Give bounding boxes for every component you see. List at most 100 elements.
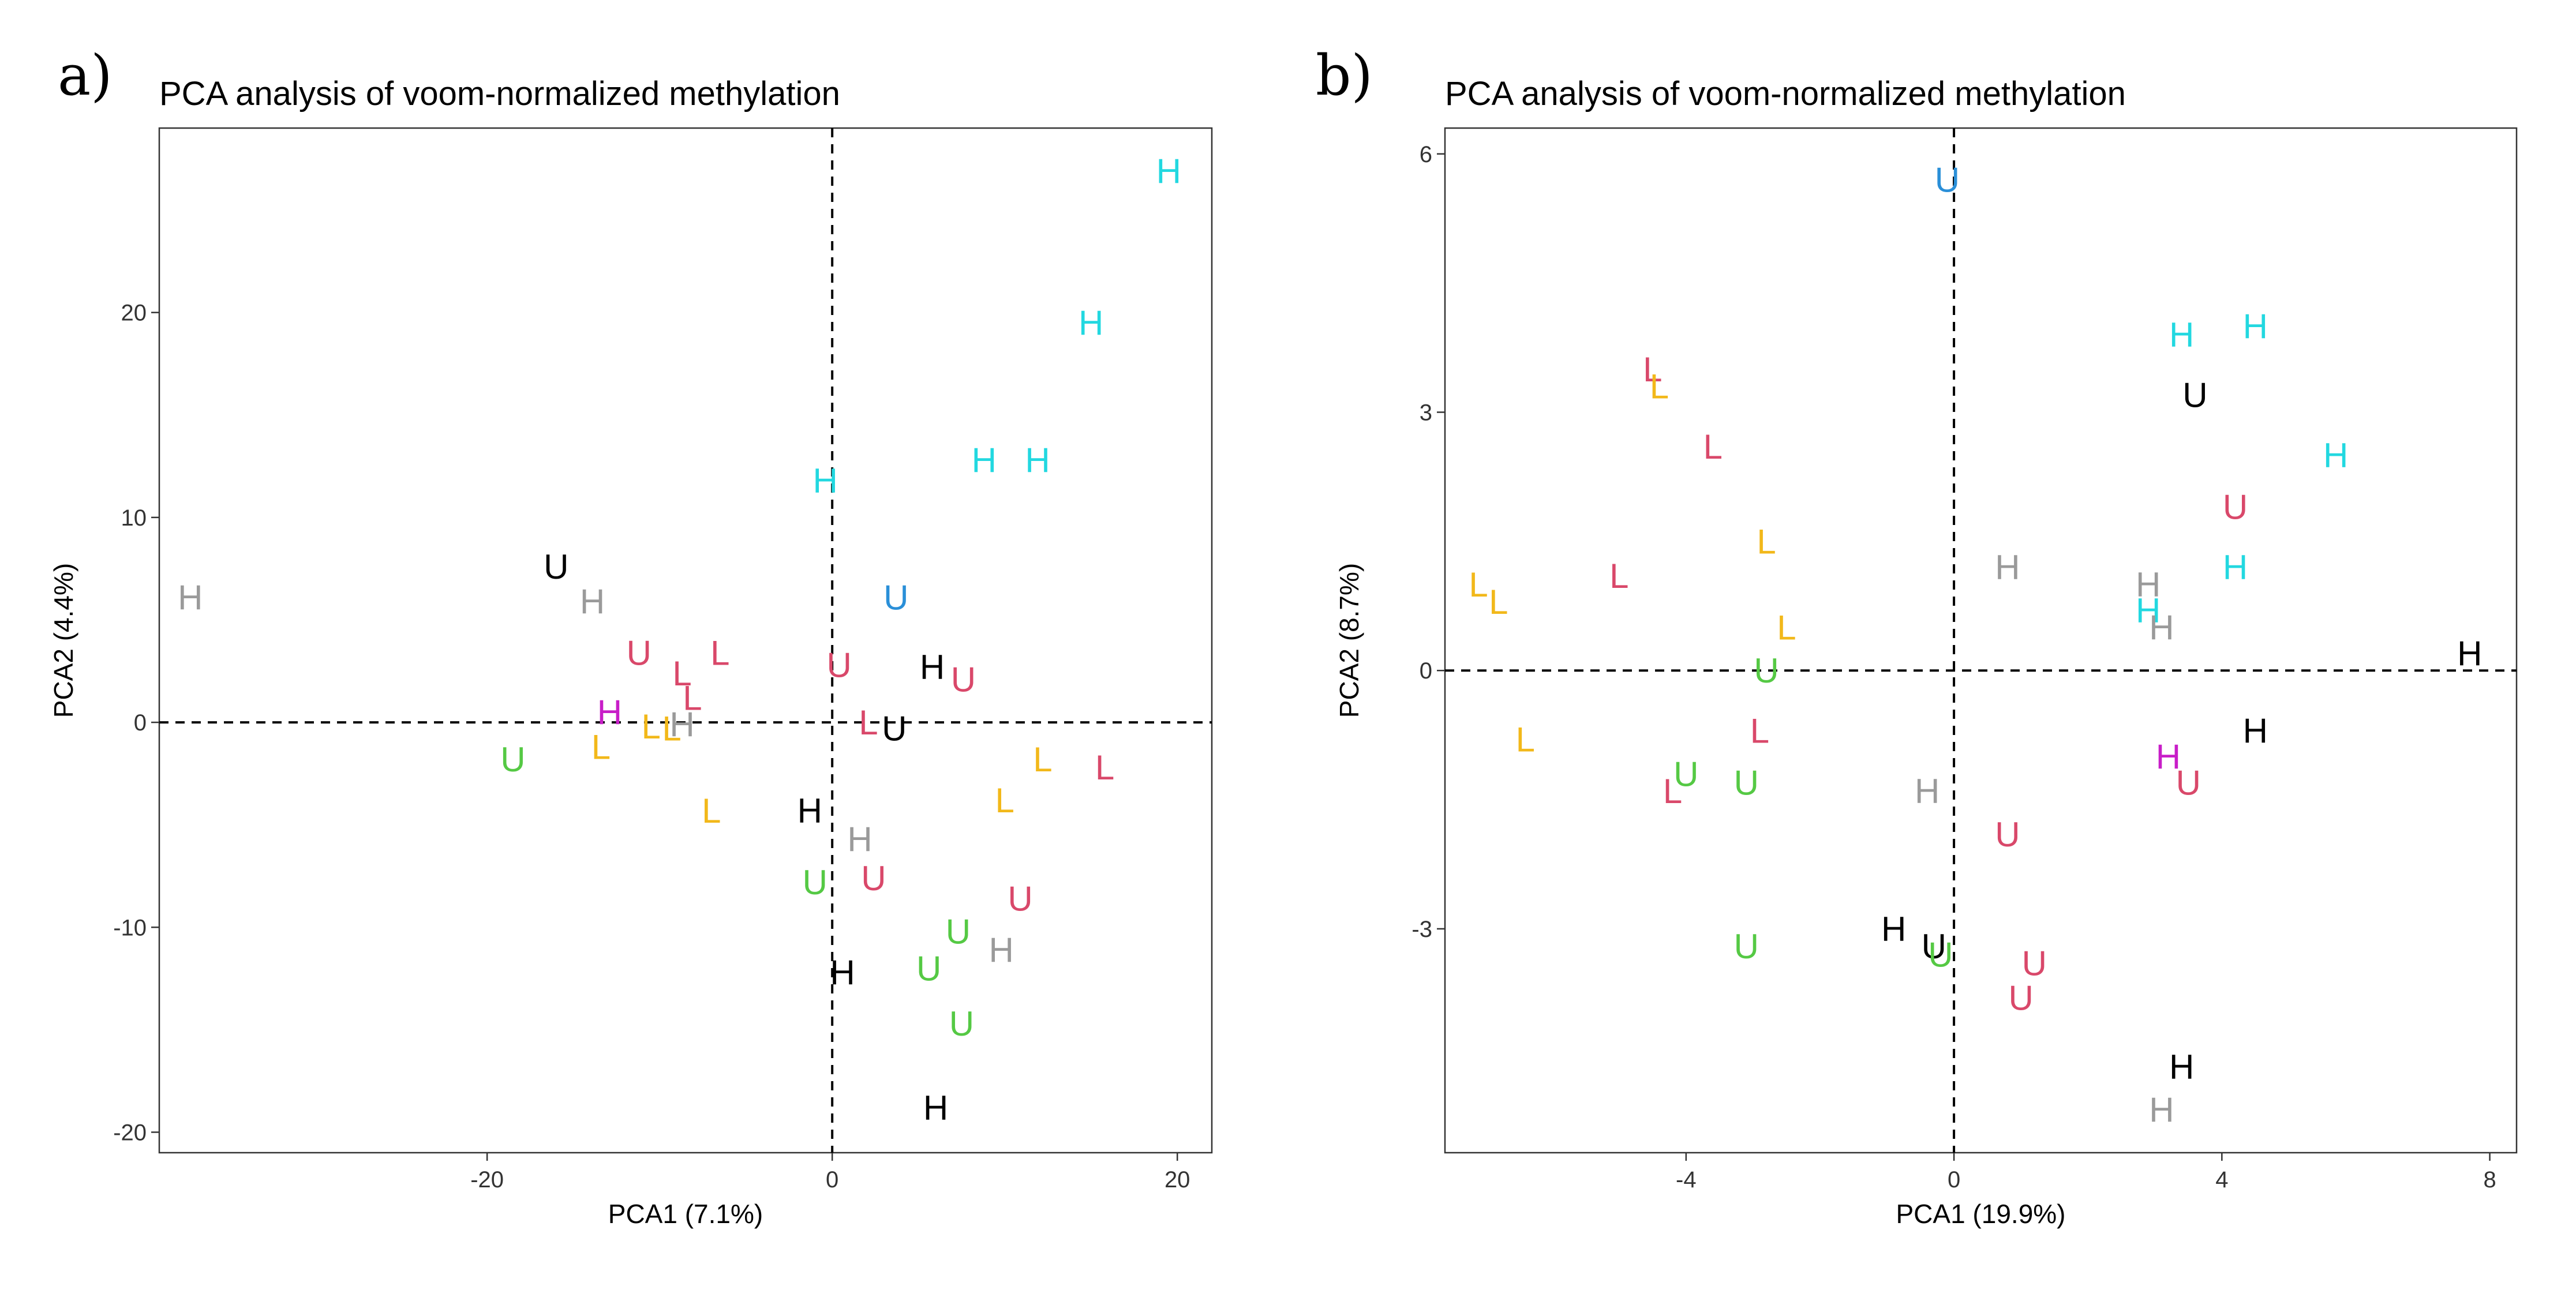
data-point-u-red: U [1008,880,1032,918]
y-tick-label: -20 [113,1120,147,1145]
data-point-h-gray: H [580,583,605,621]
data-point-u-red: U [1995,815,2020,854]
y-tick-label: 0 [134,710,147,736]
data-point-l-red: L [1703,427,1723,466]
data-point-l-yellow: L [642,707,661,746]
data-point-h-black: H [2243,712,2268,751]
x-tick-label: 4 [2215,1167,2228,1192]
data-point-u-green: U [1754,651,1779,690]
y-tick-label: 20 [121,301,147,326]
data-point-u-green: U [1734,763,1759,802]
data-point-h-gray: H [669,706,694,744]
data-point-h-gray: H [2149,609,2174,647]
plot-frame [158,127,1213,1154]
data-point-h-gray: H [847,820,872,859]
data-point-h-cyan: H [2323,436,2348,475]
data-point-l-red: L [1095,748,1114,787]
data-point-h-gray: H [1915,772,1940,811]
data-point-l-yellow: L [702,792,721,830]
data-point-u-black: U [544,548,568,586]
panel-b: b) PCA analysis of voom-normalized methyl… [1316,43,2518,1229]
data-point-l-yellow: L [1757,522,1776,561]
data-point-u-red: U [2008,978,2033,1017]
data-point-u-red: U [951,660,976,699]
data-point-h-gray: H [178,578,203,617]
data-point-h-cyan: H [2223,548,2248,587]
data-point-u-red: U [2176,763,2201,802]
data-point-h-black: H [2169,1048,2194,1086]
data-point-h-gray: H [2149,1090,2174,1129]
data-point-l-red: L [672,654,691,693]
data-point-u-green: U [1673,755,1698,793]
data-point-u-red: U [861,859,886,898]
data-point-h-cyan: H [1079,303,1103,342]
data-point-h-black: H [830,953,855,992]
data-point-h-magenta: H [597,693,622,732]
panel-letter: a) [58,43,113,108]
data-point-l-yellow: L [1469,565,1488,604]
panel-a: a) PCA analysis of voom-normalized methyl… [48,43,1213,1229]
data-point-h-cyan: H [2243,307,2268,346]
data-point-l-red: L [710,633,729,672]
data-point-l-red: L [1663,772,1682,811]
x-tick-label: 0 [826,1167,838,1192]
y-tick-label: 0 [1420,658,1432,684]
data-point-u-green: U [803,863,828,902]
data-point-l-red: L [1750,712,1769,751]
data-point-l-yellow: L [1516,721,1535,759]
data-point-u-black: U [882,710,907,748]
panel-letter: b) [1316,43,1373,108]
data-point-l-red: L [1643,350,1662,389]
data-point-u-red: U [2022,944,2047,983]
data-point-h-black: H [1881,910,1906,948]
data-point-h-cyan: H [2169,316,2194,354]
y-tick-label: 10 [121,505,147,531]
data-point-u-green: U [946,912,971,951]
x-tick-label: 0 [1948,1167,1960,1192]
y-tick-label: -10 [113,915,147,940]
data-point-h-black: H [797,792,822,830]
data-point-h-cyan: H [1025,441,1050,479]
data-point-l-yellow: L [591,728,611,767]
x-tick-label: 8 [2483,1167,2496,1192]
data-point-l-red: L [683,678,702,717]
y-tick-label: 6 [1420,142,1432,167]
data-point-h-cyan: H [972,441,997,479]
data-point-h-cyan: H [813,462,838,500]
data-point-l-yellow: L [1033,740,1052,779]
data-point-u-blue: U [883,578,908,617]
data-point-h-gray: H [1995,548,2020,587]
data-point-u-green: U [916,949,941,988]
data-point-l-yellow: L [1489,583,1508,621]
x-axis-label: PCA1 (19.9%) [1896,1199,2065,1229]
data-point-l-red: L [1609,557,1628,595]
y-tick-label: -3 [1411,917,1432,942]
plot-frame [1444,127,2518,1154]
data-point-h-black: H [920,648,945,687]
x-axis-label: PCA1 (7.1%) [608,1199,763,1229]
x-tick-label: -20 [470,1167,504,1192]
data-point-h-black: H [923,1089,948,1127]
chart-title: PCA analysis of voom-normalized methylat… [159,75,840,112]
data-point-u-red: U [826,646,851,685]
data-point-u-black: U [2182,376,2207,415]
x-tick-label: 20 [1165,1167,1190,1192]
data-point-u-blue: U [1935,161,1960,200]
data-point-h-cyan: H [2136,591,2161,630]
y-axis-label: PCA2 (4.4%) [48,563,78,718]
data-point-u-green: U [949,1004,974,1043]
data-point-u-green: U [500,740,525,779]
data-point-h-cyan: H [1156,152,1181,191]
data-point-l-yellow: L [662,710,681,748]
data-point-u-green: U [1928,936,1953,974]
data-point-h-gray: H [2136,565,2161,604]
data-point-h-magenta: H [2156,737,2181,776]
data-point-h-gray: H [989,931,1014,969]
data-point-l-yellow: L [1777,609,1796,647]
x-tick-label: -4 [1676,1167,1697,1192]
data-point-u-green: U [1734,927,1759,966]
chart-title: PCA analysis of voom-normalized methylat… [1445,75,2126,112]
y-tick-label: 3 [1420,400,1432,426]
data-point-u-black: U [1922,927,1946,966]
